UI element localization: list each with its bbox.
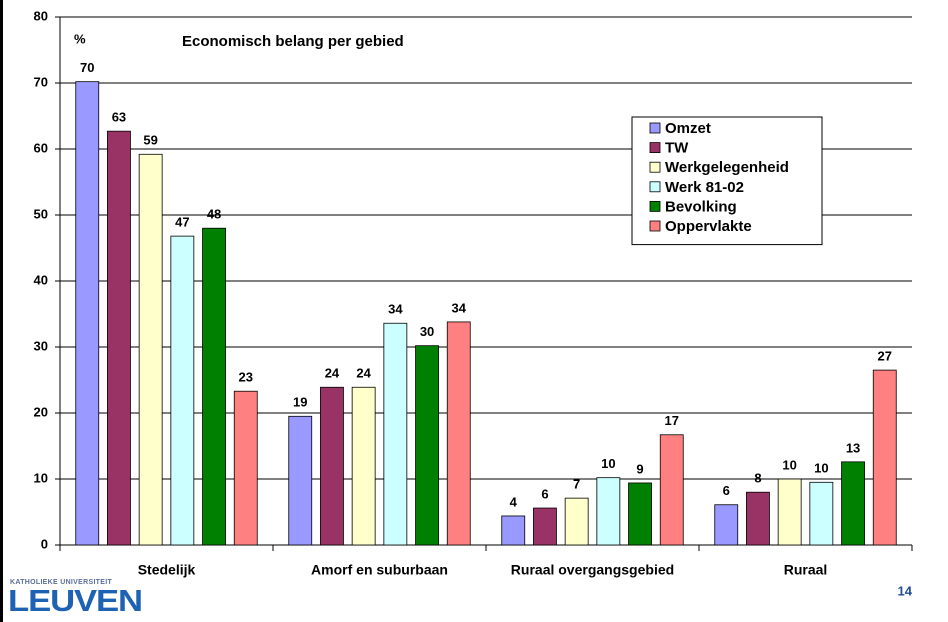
data-label: 7 — [573, 477, 580, 492]
data-label: 9 — [636, 461, 643, 476]
bar — [501, 515, 526, 546]
data-label: 19 — [293, 395, 307, 410]
data-label: 6 — [723, 483, 730, 498]
data-label: 30 — [420, 324, 434, 339]
y-tick-label: 10 — [34, 470, 48, 485]
bar — [75, 81, 100, 546]
data-label: 23 — [239, 370, 253, 385]
bar — [138, 153, 163, 546]
bar — [170, 235, 195, 546]
logo-main: LEUVEN — [8, 583, 142, 618]
data-label: 10 — [814, 461, 828, 476]
bar — [777, 478, 802, 546]
legend-swatch — [649, 142, 661, 154]
data-label: 34 — [388, 302, 403, 317]
bar — [320, 386, 344, 546]
data-label: 8 — [754, 471, 761, 486]
bar — [746, 491, 770, 546]
bar — [351, 386, 376, 546]
y-tick-label: 20 — [34, 404, 48, 419]
y-tick-label: 50 — [34, 206, 48, 221]
x-tick-label: Stedelijk — [138, 562, 196, 578]
data-label: 24 — [356, 366, 371, 381]
legend-label: Werkgelegenheid — [665, 159, 789, 176]
logo-top: KATHOLIEKE UNIVERSITEIT — [10, 579, 112, 586]
x-tick-label: Ruraal — [784, 562, 828, 578]
data-label: 10 — [782, 457, 796, 472]
data-label: 4 — [510, 494, 518, 509]
bar — [596, 477, 621, 546]
y-unit: % — [74, 31, 86, 46]
legend-swatch — [649, 181, 661, 193]
x-tick-label: Ruraal overgangsgebied — [511, 562, 674, 578]
legend-swatch — [649, 161, 661, 173]
bar — [288, 415, 313, 546]
data-label: 6 — [541, 486, 548, 501]
left-edge — [0, 0, 3, 622]
data-label: 59 — [143, 133, 157, 148]
legend-swatch — [649, 122, 661, 134]
bar — [564, 497, 589, 546]
chart-title: Economisch belang per gebied — [182, 33, 404, 50]
legend-label: Bevolking — [665, 198, 737, 215]
bar — [841, 461, 865, 546]
data-label: 63 — [112, 110, 126, 125]
bar — [202, 227, 226, 546]
y-tick-label: 40 — [34, 272, 48, 287]
legend-label: TW — [665, 140, 689, 157]
bar — [233, 390, 258, 546]
data-label: 47 — [175, 215, 189, 230]
data-label: 70 — [80, 60, 94, 75]
bar — [714, 504, 739, 546]
data-label: 10 — [601, 456, 615, 471]
bar — [872, 369, 897, 546]
bar — [107, 130, 131, 546]
legend-swatch — [649, 220, 661, 232]
y-tick-label: 30 — [34, 338, 48, 353]
data-label: 17 — [665, 413, 679, 428]
legend-label: Werk 81-02 — [665, 179, 744, 196]
bar — [533, 507, 557, 546]
data-label: 13 — [846, 440, 860, 455]
x-tick-label: Amorf en suburbaan — [311, 562, 448, 578]
legend-swatch — [649, 200, 661, 212]
legend-label: Omzet — [665, 120, 711, 137]
y-tick-label: 70 — [34, 74, 48, 89]
y-tick-label: 80 — [34, 8, 48, 23]
bar — [446, 321, 471, 546]
bar — [415, 345, 439, 546]
data-label: 27 — [878, 349, 892, 364]
bar — [383, 322, 408, 546]
bar — [809, 481, 834, 546]
page-number: 14 — [898, 583, 913, 598]
legend-label: Oppervlakte — [665, 218, 752, 235]
legend-box — [631, 116, 823, 246]
bar — [628, 482, 652, 546]
y-tick-label: 60 — [34, 140, 48, 155]
data-label: 24 — [325, 366, 340, 381]
bar — [659, 434, 684, 546]
data-label: 48 — [207, 207, 221, 222]
y-tick-label: 0 — [41, 536, 48, 551]
data-label: 34 — [452, 300, 467, 315]
